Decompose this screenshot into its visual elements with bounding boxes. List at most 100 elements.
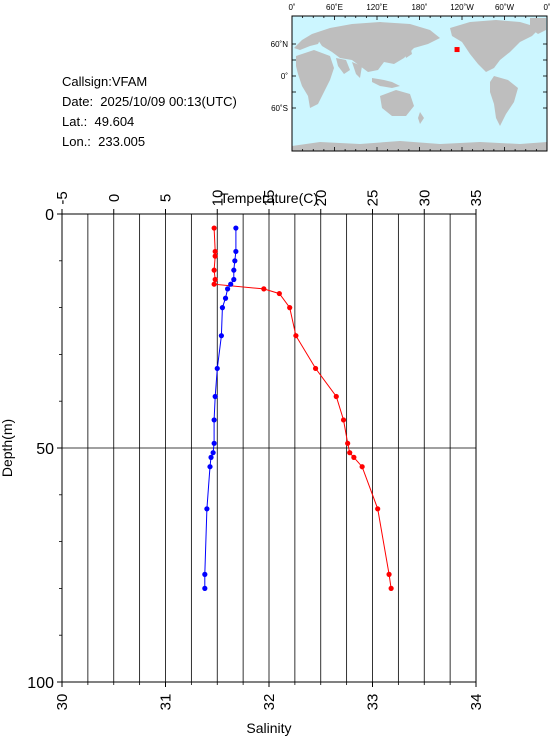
temperature-tick-label: 20 (313, 190, 330, 207)
map-lat-label: 60˚S (271, 104, 288, 113)
salinity-point (202, 585, 208, 592)
salinity-point (231, 267, 237, 273)
temperature-point (212, 253, 218, 259)
grid (62, 214, 476, 682)
latitude-text: Lat.: 49.604 (62, 114, 135, 129)
temperature-point (333, 393, 339, 400)
land-india (336, 58, 362, 78)
temperature-tick-label: 15 (261, 190, 278, 207)
temperature-tick-label: 0 (106, 194, 123, 202)
land-north-america (450, 20, 540, 72)
map-latitude-labels: 60˚N 0˚ 60˚S (271, 40, 289, 113)
salinity-axis-label: Salinity (246, 720, 291, 736)
temperature-point (351, 454, 357, 460)
land-newzealand (418, 112, 424, 124)
salinity-point (211, 440, 217, 446)
temperature-tick-label: 5 (158, 194, 175, 202)
salinity-point (214, 365, 220, 372)
temperature-point (293, 333, 299, 339)
temperature-point (359, 464, 365, 470)
date-text: Date: 2025/10/09 00:13(UTC) (62, 94, 237, 109)
map-lon-label: 0˚ (288, 3, 295, 12)
temperature-tick-label: 10 (209, 190, 226, 207)
map-lon-label: 60˚W (495, 3, 515, 12)
land-indonesia (372, 78, 400, 88)
salinity-tick-label: 33 (365, 694, 382, 711)
map-ticks (291, 16, 548, 151)
depth-tick-label: 0 (45, 207, 54, 224)
salinity-point (208, 454, 214, 460)
depth-axis-label: Depth(m) (0, 419, 15, 477)
map-lon-label: 60˚E (326, 3, 343, 12)
callsign-text: Callsign:VFAM (62, 74, 148, 89)
temperature-axis-label: Temperature(C) (220, 190, 318, 206)
map-longitude-labels: 0˚ 60˚E 120˚E 180˚ 120˚W 60˚W 0˚ (288, 3, 550, 12)
temperature-tick-label: 35 (468, 190, 485, 207)
land-greenland (530, 18, 546, 34)
salinity-point (218, 333, 224, 339)
temperature-point (345, 440, 351, 446)
temperature-point (340, 417, 347, 423)
temperature-point (212, 248, 218, 255)
land-asia (312, 22, 440, 72)
temperature-point (212, 276, 218, 283)
salinity-point (212, 393, 218, 400)
temperature-axis: -5 0 5 10 15 20 25 30 35 (54, 190, 485, 214)
salinity-tick-label: 32 (261, 694, 278, 711)
temperature-point (211, 267, 217, 273)
temperature-point (211, 281, 217, 287)
salinity-point (219, 305, 226, 311)
salinity-point (233, 225, 239, 231)
map-lon-label: 120˚W (450, 3, 474, 12)
land-europe (294, 34, 322, 50)
land-africa (296, 50, 334, 108)
temperature-point (261, 286, 267, 292)
temperature-tick-label: 30 (416, 190, 433, 207)
temperature-point (388, 585, 394, 592)
depth-axis: 0 50 100 (27, 207, 62, 692)
map-lon-label: 180˚ (411, 3, 427, 12)
salinity-tick-label: 30 (54, 694, 71, 711)
salinity-point (211, 417, 217, 423)
salinity-point (225, 286, 231, 292)
longitude-text: Lon.: 233.005 (62, 134, 146, 149)
temperature-point (211, 225, 217, 231)
salinity-axis: 30 31 32 33 34 (54, 682, 485, 710)
salinity-point (202, 571, 208, 577)
salinity-point (231, 276, 237, 283)
temperature-point (287, 305, 293, 311)
temperature-tick-label: 25 (365, 190, 382, 207)
map-lon-label: 0˚ (543, 3, 550, 12)
land-antarctica (292, 141, 547, 151)
salinity-point (222, 295, 229, 301)
depth-tick-label: 100 (27, 675, 54, 692)
land-australia (380, 90, 414, 116)
salinity-point (228, 281, 234, 287)
salinity-tick-label: 34 (468, 694, 485, 711)
salinity-point (210, 450, 216, 456)
salinity-tick-label: 31 (158, 694, 175, 711)
map-land (292, 18, 547, 151)
series-layer (202, 225, 394, 592)
temperature-point (386, 571, 392, 577)
temperature-point (312, 365, 319, 372)
depth-tick-label: 50 (36, 441, 54, 458)
salinity-point (204, 506, 210, 512)
map-lat-label: 0˚ (281, 72, 288, 81)
map-lat-label: 60˚N (271, 40, 289, 49)
land-south-america (490, 76, 518, 126)
temperature-point (347, 450, 353, 456)
land-japan (404, 46, 412, 58)
temperature-point (276, 290, 282, 297)
station-marker (454, 47, 460, 53)
map-lon-label: 120˚E (366, 3, 387, 12)
temperature-line (213, 227, 392, 589)
world-map: 0˚ 60˚E 120˚E 180˚ 120˚W 60˚W 0˚ 60˚N 0˚ 60˚S (271, 3, 551, 152)
temperature-point (375, 506, 381, 512)
temperature-tick-label: -5 (54, 191, 71, 204)
salinity-point (233, 248, 239, 255)
salinity-point (232, 258, 238, 264)
station-info: Callsign:VFAM Date: 2025/10/09 00:13(UTC… (62, 72, 237, 152)
